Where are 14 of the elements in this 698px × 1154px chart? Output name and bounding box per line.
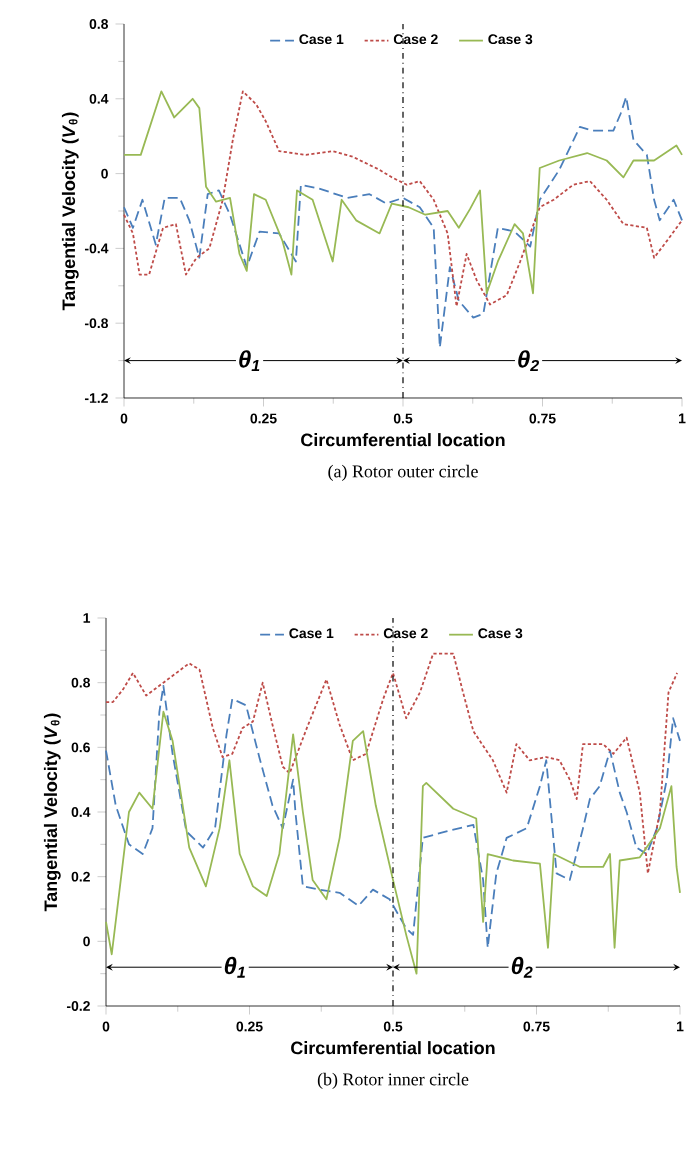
y-axis-title: Tangential Velocity (V$_{θ}$) [43,713,61,912]
x-axis-title: Circumferential location [291,1041,495,1055]
line-series [105,685,681,949]
line-series [105,652,679,875]
line-series [105,710,681,975]
y-axis-title: Tangential Velocity (V$_{θ}$) [61,112,79,311]
text: (b) Rotor inner circle [317,1072,469,1090]
line-series [123,96,683,349]
annotation: θ$_{2}$ [511,956,533,978]
annotation: θ$_{1}$ [239,350,260,372]
annotation: θ$_{1}$ [224,956,245,978]
text: (a) Rotor outer circle [328,464,478,482]
annotation: θ$_{2}$ [518,350,539,372]
x-axis-title: Circumferential location [301,433,505,447]
